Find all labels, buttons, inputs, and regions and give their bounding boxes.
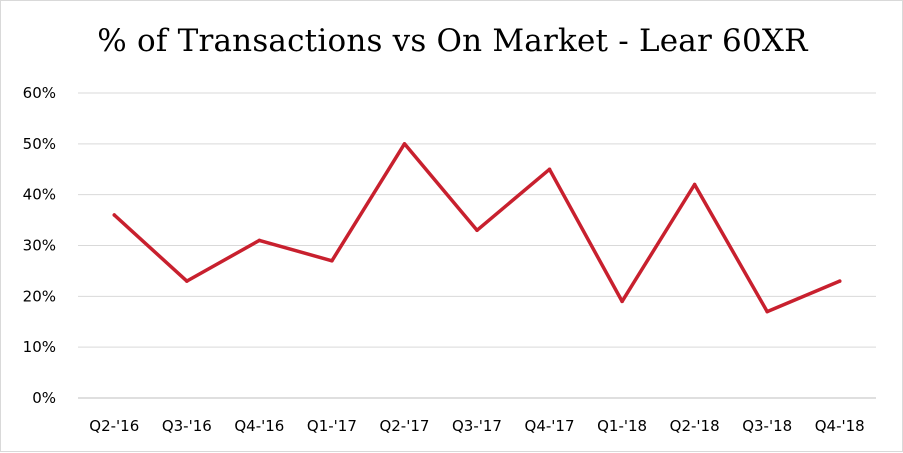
data-point [837, 279, 842, 283]
data-point [765, 309, 769, 314]
x-tick-label: Q1-'18 [597, 417, 647, 435]
y-tick-label: 20% [23, 287, 56, 305]
data-point [185, 279, 189, 283]
x-tick-label: Q4-'16 [234, 417, 284, 435]
x-tick-label: Q2-'16 [89, 417, 139, 435]
x-tick-label: Q1-'17 [307, 417, 357, 435]
y-tick-label: 10% [23, 338, 56, 356]
x-tick-label: Q4-'18 [815, 417, 865, 435]
data-point [620, 299, 624, 304]
x-tick-label: Q3-'18 [742, 417, 792, 435]
data-point [692, 182, 697, 187]
data-point [112, 213, 117, 217]
x-tick-label: Q2-'17 [379, 417, 429, 435]
data-point [330, 259, 334, 263]
data-point [475, 228, 479, 232]
y-tick-label: 30% [23, 237, 56, 255]
data-point [257, 238, 262, 243]
chart-title: % of Transactions vs On Market - Lear 60… [97, 23, 808, 59]
x-tick-label: Q3-'16 [162, 417, 212, 435]
y-tick-label: 50% [23, 135, 56, 153]
y-tick-label: 40% [23, 186, 56, 204]
data-point [402, 142, 407, 146]
data-point [547, 167, 552, 171]
x-tick-label: Q2-'18 [670, 417, 720, 435]
x-tick-label: Q4-'17 [525, 417, 575, 435]
y-tick-label: 60% [23, 84, 56, 102]
series-line [112, 142, 842, 314]
x-tick-label: Q3-'17 [452, 417, 502, 435]
y-tick-label: 0% [32, 389, 56, 407]
